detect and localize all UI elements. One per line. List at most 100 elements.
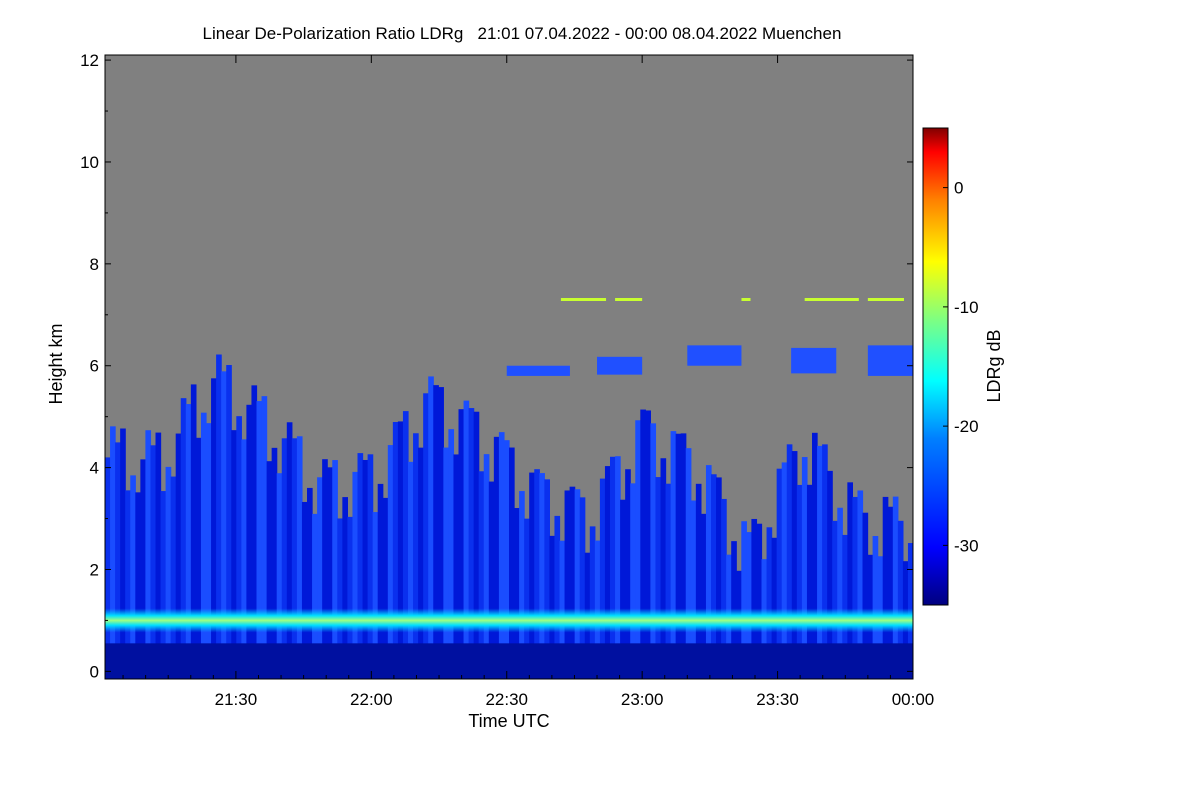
signal-column xyxy=(145,430,152,679)
signal-column xyxy=(322,459,328,679)
signal-column xyxy=(519,491,525,679)
signal-column xyxy=(746,532,752,679)
signal-column xyxy=(286,422,293,679)
signal-column xyxy=(443,447,449,679)
y-tick-label: 10 xyxy=(80,153,99,172)
signal-column xyxy=(766,527,773,679)
signal-column xyxy=(372,512,379,679)
signal-column xyxy=(857,490,864,679)
x-axis-label: Time UTC xyxy=(468,711,549,731)
signal-column xyxy=(206,423,212,679)
signal-column xyxy=(387,445,394,679)
signal-column xyxy=(887,506,894,679)
signal-column xyxy=(312,513,318,679)
signal-column xyxy=(660,458,667,679)
x-tick-label: 22:00 xyxy=(350,690,393,709)
signal-column xyxy=(786,444,793,679)
signal-column xyxy=(498,432,505,679)
signal-column xyxy=(281,438,288,679)
upper-cloud-patch xyxy=(597,356,643,375)
signal-column xyxy=(170,476,177,679)
signal-column xyxy=(751,518,758,679)
x-tick-label: 21:30 xyxy=(215,690,258,709)
signal-column xyxy=(635,420,641,679)
signal-column xyxy=(610,456,616,679)
signal-column xyxy=(842,534,848,679)
signal-column xyxy=(221,371,227,679)
x-tick-label: 22:30 xyxy=(485,690,528,709)
colorbar-label: LDRg dB xyxy=(984,329,1004,402)
signal-column xyxy=(670,431,677,679)
signal-column xyxy=(524,518,530,679)
x-tick-label: 23:00 xyxy=(621,690,664,709)
signal-column xyxy=(539,473,545,679)
upper-cloud-patch xyxy=(687,345,742,366)
signal-column xyxy=(837,507,843,679)
signal-column xyxy=(695,483,702,679)
signal-column xyxy=(276,473,283,679)
signal-column xyxy=(261,396,268,679)
signal-column xyxy=(448,429,455,679)
signal-column xyxy=(822,444,828,679)
signal-column xyxy=(105,457,111,679)
y-tick-label: 0 xyxy=(90,662,99,681)
signal-column xyxy=(473,411,480,679)
signal-column xyxy=(756,523,763,679)
signal-column xyxy=(115,442,121,679)
signal-column xyxy=(150,445,157,679)
signal-column xyxy=(200,412,207,679)
signal-column xyxy=(342,497,348,679)
signal-column xyxy=(514,508,520,679)
signal-column xyxy=(296,436,303,679)
signal-column xyxy=(741,521,747,679)
colorbar-tick-label: 0 xyxy=(954,179,963,198)
signal-column xyxy=(211,378,217,679)
signal-column xyxy=(796,484,803,679)
signal-column xyxy=(125,490,131,679)
signal-column xyxy=(468,408,475,679)
signal-column xyxy=(771,537,778,679)
signal-column xyxy=(120,428,126,679)
signal-column xyxy=(650,423,657,679)
colorbar-tick-label: -10 xyxy=(954,298,979,317)
signal-column xyxy=(509,447,515,679)
signal-column xyxy=(615,456,621,679)
signal-column xyxy=(801,457,808,679)
signal-column xyxy=(827,470,833,679)
boundary-layer-band xyxy=(105,608,913,633)
thin-layer-segment xyxy=(741,298,751,302)
y-tick-label: 6 xyxy=(90,357,99,376)
signal-column xyxy=(665,483,672,679)
signal-column xyxy=(251,385,258,679)
signal-column xyxy=(675,433,682,679)
signal-column xyxy=(195,437,202,679)
signal-column xyxy=(589,526,596,679)
signal-column xyxy=(655,477,662,679)
signal-column xyxy=(721,498,727,679)
signal-column xyxy=(685,448,692,679)
signal-column xyxy=(458,409,465,679)
signal-column xyxy=(352,471,359,679)
signal-column xyxy=(579,497,586,679)
thin-layer-segment xyxy=(804,298,859,302)
thin-layer-segment xyxy=(615,298,643,302)
signal-column xyxy=(645,410,651,679)
signal-column xyxy=(180,398,187,679)
chart-title: Linear De-Polarization Ratio LDRg 21:01 … xyxy=(203,24,842,43)
signal-column xyxy=(640,409,646,679)
signal-column xyxy=(433,385,439,679)
near-ground-layer xyxy=(105,643,913,679)
signal-column xyxy=(155,432,162,679)
signal-column xyxy=(256,401,263,679)
signal-column xyxy=(690,500,697,679)
signal-column xyxy=(852,496,859,679)
signal-column xyxy=(574,489,581,679)
colorbar-gradient xyxy=(922,127,949,606)
signal-column xyxy=(160,491,167,679)
y-tick-label: 2 xyxy=(90,560,99,579)
signal-column xyxy=(190,384,197,679)
signal-column xyxy=(534,469,540,679)
signal-column xyxy=(503,440,510,679)
signal-column xyxy=(872,536,879,679)
